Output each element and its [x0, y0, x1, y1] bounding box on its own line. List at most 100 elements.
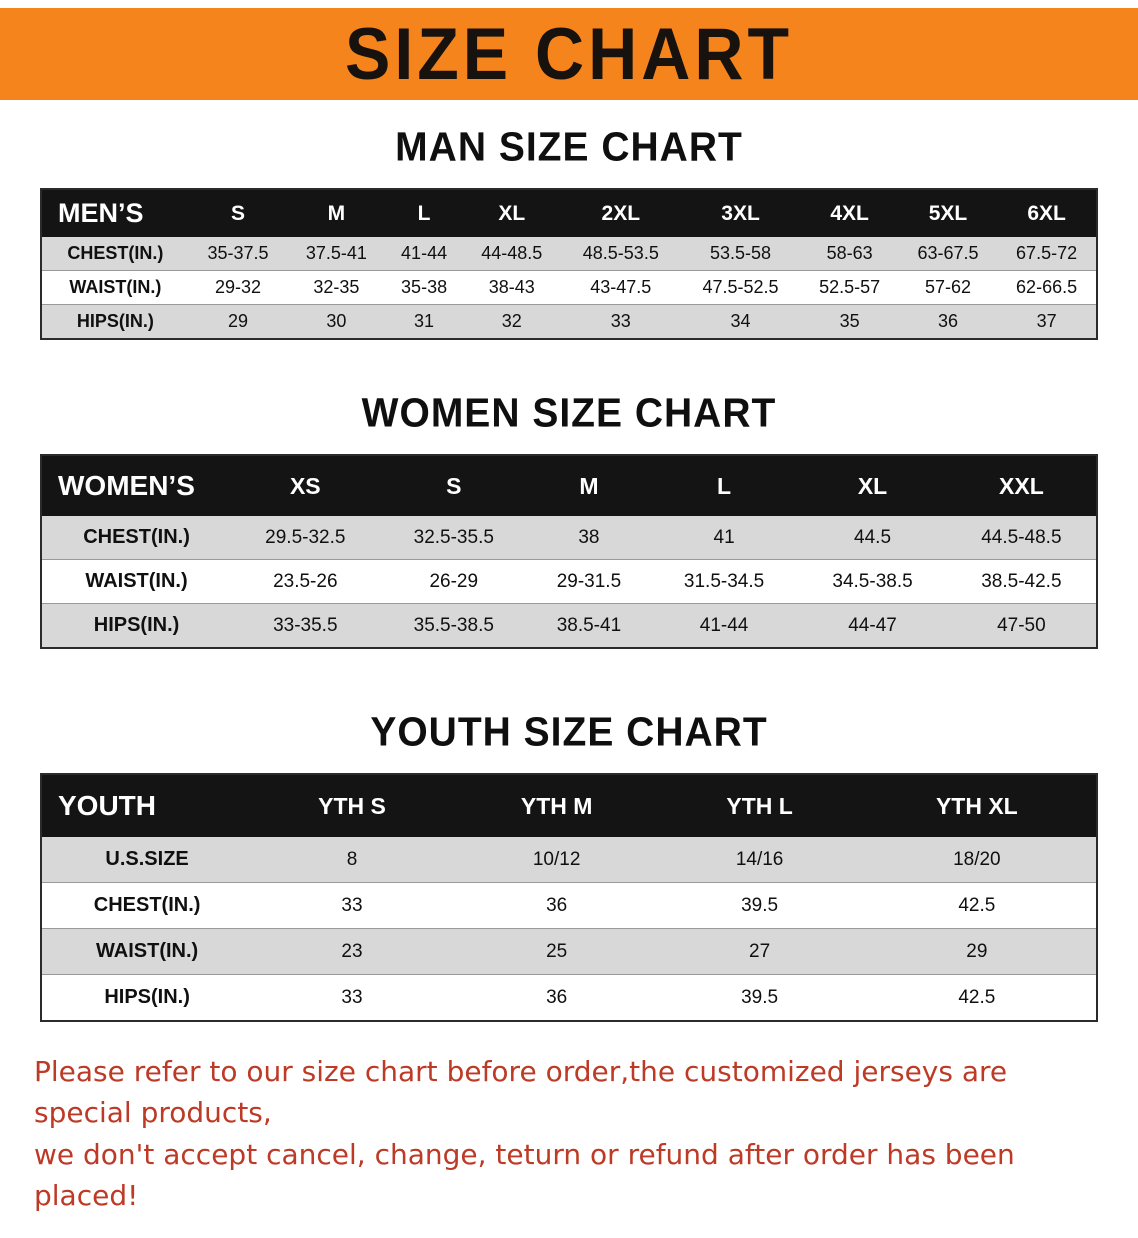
- size-column-header: XL: [798, 455, 947, 516]
- table-title: MEN’S: [41, 189, 189, 237]
- disclaimer-line-1: Please refer to our size chart before or…: [34, 1055, 1008, 1129]
- size-value-cell: 29: [966, 940, 988, 962]
- men-size-table: MEN’S S M L XL 2XL 3XL 4XL 5XL 6XL CHEST(IN.) 35-37…: [40, 188, 1098, 340]
- size-value-cell: 57-62: [924, 277, 971, 297]
- measurement-row: WAIST(IN.) 23 25 27 29: [41, 928, 1097, 975]
- row-label: U.S.SIZE: [105, 848, 189, 870]
- size-value-cell: 33: [341, 894, 363, 916]
- size-column-header: L: [649, 455, 799, 516]
- size-column-header: 4XL: [800, 189, 899, 237]
- measurement-row: WAIST(IN.) 23.5-26 26-29 29-31.5 31.5-34.5 34…: [41, 559, 1097, 604]
- size-value-cell: 38: [578, 526, 600, 548]
- youth-section-heading: YOUTH SIZE CHART: [370, 709, 768, 756]
- size-value-cell: 52.5-57: [819, 277, 881, 297]
- size-value-cell: 29: [228, 311, 249, 331]
- section-youth: YOUTH SIZE CHART YOUTH YTH S YTH M YTH L YTH…: [0, 709, 1138, 1022]
- measurement-row: HIPS(IN.) 33-35.5 35.5-38.5 38.5-41 41-44 44-…: [41, 603, 1097, 648]
- measurement-row: WAIST(IN.) 29-32 32-35 35-38 38-43 43-47.5 47.…: [41, 270, 1097, 305]
- size-value-cell: 62-66.5: [1016, 277, 1078, 297]
- size-value-cell: 29-31.5: [556, 570, 622, 592]
- size-value-cell: 32-35: [313, 277, 360, 297]
- row-label: HIPS(IN.): [104, 986, 190, 1008]
- size-value-cell: 58-63: [826, 243, 873, 263]
- section-men: MAN SIZE CHART MEN’S S M L XL 2XL 3XL 4XL 5XL 6XL…: [0, 124, 1138, 340]
- table-header-row: WOMEN’S XS S M L XL XXL: [41, 455, 1097, 516]
- size-value-cell: 30: [326, 311, 347, 331]
- size-value-cell: 27: [749, 940, 771, 962]
- row-label: HIPS(IN.): [76, 311, 154, 331]
- size-value-cell: 42.5: [958, 894, 996, 916]
- disclaimer-line-2: we don't accept cancel, change, teturn o…: [34, 1138, 1015, 1212]
- table-title: YOUTH: [41, 774, 253, 837]
- size-column-header: 3XL: [680, 189, 801, 237]
- row-label: WAIST(IN.): [85, 570, 188, 592]
- size-column-header: YTH XL: [857, 774, 1097, 837]
- size-column-header: YTH L: [661, 774, 858, 837]
- size-value-cell: 29-32: [214, 277, 262, 297]
- size-value-cell: 47.5-52.5: [702, 277, 779, 297]
- row-label: CHEST(IN.): [67, 243, 164, 263]
- size-value-cell: 23.5-26: [273, 570, 338, 592]
- size-chart-page: SIZE CHART MAN SIZE CHART MEN’S S M L XL 2XL 3…: [0, 8, 1138, 1238]
- size-value-cell: 44.5: [854, 526, 892, 548]
- size-value-cell: 18/20: [953, 848, 1001, 870]
- size-column-header: YTH M: [451, 774, 662, 837]
- row-label: CHEST(IN.): [93, 894, 201, 916]
- size-value-cell: 36: [546, 894, 568, 916]
- measurement-row: CHEST(IN.) 33 36 39.5 42.5: [41, 882, 1097, 929]
- measurement-row: CHEST(IN.) 29.5-32.5 32.5-35.5 38 41 44.5 44.5…: [41, 516, 1097, 560]
- size-value-cell: 35.5-38.5: [413, 614, 494, 636]
- size-value-cell: 36: [546, 986, 568, 1008]
- size-value-cell: 41-44: [401, 243, 448, 263]
- size-value-cell: 31: [414, 311, 435, 331]
- size-value-cell: 33-35.5: [273, 614, 338, 636]
- size-value-cell: 44-47: [848, 614, 897, 636]
- banner: SIZE CHART: [0, 8, 1138, 100]
- size-value-cell: 41-44: [699, 614, 749, 636]
- size-value-cell: 38.5-42.5: [981, 570, 1062, 592]
- size-value-cell: 63-67.5: [917, 243, 979, 263]
- size-value-cell: 67.5-72: [1016, 243, 1078, 263]
- measurement-row: HIPS(IN.) 33 36 39.5 42.5: [41, 974, 1097, 1021]
- measurement-row: CHEST(IN.) 35-37.5 37.5-41 41-44 44-48.5 48.5…: [41, 237, 1097, 271]
- size-value-cell: 39.5: [741, 894, 779, 916]
- size-value-cell: 47-50: [997, 614, 1046, 636]
- size-column-header: M: [528, 455, 650, 516]
- men-section-heading: MAN SIZE CHART: [395, 124, 743, 171]
- size-column-header: L: [385, 189, 463, 237]
- size-value-cell: 38.5-41: [556, 614, 622, 636]
- women-section-heading: WOMEN SIZE CHART: [361, 390, 777, 437]
- size-value-cell: 32: [501, 311, 522, 331]
- size-value-cell: 39.5: [741, 986, 779, 1008]
- size-value-cell: 37.5-41: [305, 243, 367, 263]
- size-column-header: XXL: [946, 455, 1097, 516]
- table-header-row: YOUTH YTH S YTH M YTH L YTH XL: [41, 774, 1097, 837]
- page-title: SIZE CHART: [345, 12, 793, 96]
- size-column-header: 6XL: [997, 189, 1097, 237]
- size-value-cell: 8: [346, 848, 358, 870]
- size-column-header: M: [287, 189, 386, 237]
- size-value-cell: 35: [839, 311, 860, 331]
- size-column-header: 2XL: [560, 189, 681, 237]
- disclaimer: Please refer to our size chart before or…: [0, 1052, 1138, 1238]
- women-size-table: WOMEN’S XS S M L XL XXL CHEST(IN.) 29.5-32.5 32.5…: [40, 454, 1098, 649]
- size-value-cell: 44.5-48.5: [981, 526, 1062, 548]
- youth-size-table: YOUTH YTH S YTH M YTH L YTH XL U.S.SIZE 8 10/12…: [40, 773, 1098, 1022]
- size-value-cell: 43-47.5: [590, 277, 652, 297]
- size-value-cell: 26-29: [429, 570, 479, 592]
- size-value-cell: 35-37.5: [207, 243, 269, 263]
- size-value-cell: 36: [937, 311, 958, 331]
- size-value-cell: 31.5-34.5: [683, 570, 765, 592]
- size-value-cell: 10/12: [532, 848, 581, 870]
- section-women: WOMEN SIZE CHART WOMEN’S XS S M L XL XXL CHEST(…: [0, 390, 1138, 649]
- row-label: CHEST(IN.): [83, 526, 190, 548]
- size-value-cell: 35-38: [401, 277, 448, 297]
- size-value-cell: 38-43: [488, 277, 535, 297]
- size-value-cell: 42.5: [958, 986, 996, 1008]
- size-value-cell: 33: [341, 986, 363, 1008]
- size-value-cell: 48.5-53.5: [582, 243, 659, 263]
- size-value-cell: 37: [1036, 311, 1057, 331]
- size-value-cell: 33: [610, 311, 631, 331]
- size-column-header: S: [188, 189, 288, 237]
- measurement-row: HIPS(IN.) 29 30 31 32 33 34 35 36 37: [41, 304, 1097, 339]
